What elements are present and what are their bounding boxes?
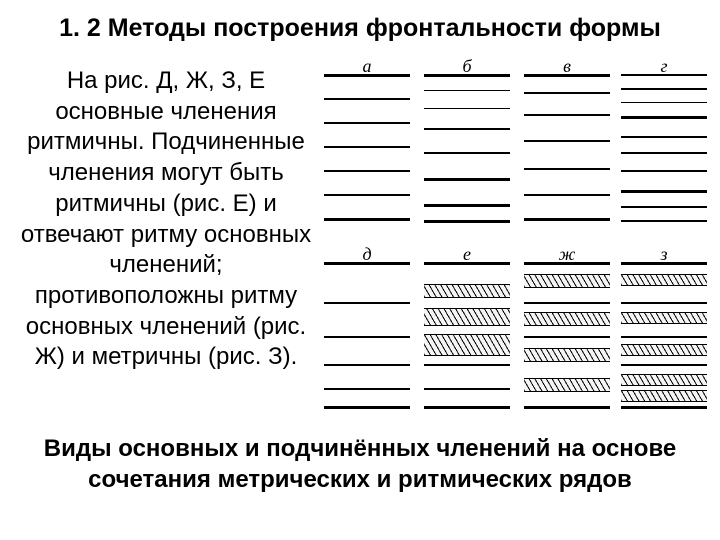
- hatched-band: [621, 344, 707, 356]
- rhythm-line: [324, 170, 410, 172]
- rhythm-line: [424, 220, 510, 223]
- hatched-band: [424, 284, 510, 298]
- rhythm-line: [424, 364, 510, 366]
- rhythm-line: [621, 302, 707, 304]
- rhythm-line: [424, 108, 510, 109]
- hatched-band: [524, 378, 610, 392]
- rhythm-line: [424, 74, 510, 77]
- rhythm-line: [524, 406, 610, 409]
- rhythm-line: [621, 220, 707, 222]
- rhythm-line: [324, 302, 410, 304]
- rhythm-line: [621, 116, 707, 119]
- rhythm-line: [424, 262, 510, 265]
- rhythm-line: [621, 152, 707, 154]
- rhythm-line: [324, 74, 410, 77]
- hatched-band: [424, 308, 510, 326]
- rhythm-line: [621, 336, 707, 338]
- hatched-band: [621, 274, 707, 286]
- diagram-panels: абвгдежз: [300, 56, 710, 436]
- rhythm-line: [524, 140, 610, 142]
- rhythm-line: [324, 194, 410, 196]
- hatched-band: [524, 312, 610, 326]
- rhythm-line: [621, 262, 707, 265]
- rhythm-line: [424, 388, 510, 390]
- bottom-caption: Виды основных и подчинённых членений на …: [0, 434, 720, 495]
- rhythm-line: [324, 336, 410, 338]
- rhythm-line: [524, 302, 610, 304]
- rhythm-line: [621, 136, 707, 138]
- rhythm-line: [524, 168, 610, 170]
- rhythm-line: [524, 74, 610, 77]
- rhythm-line: [524, 336, 610, 338]
- rhythm-line: [621, 88, 707, 90]
- hatched-band: [524, 274, 610, 288]
- rhythm-line: [424, 204, 510, 207]
- rhythm-line: [621, 206, 707, 208]
- rhythm-line: [324, 388, 410, 390]
- hatched-band: [524, 348, 610, 362]
- rhythm-line: [621, 364, 707, 366]
- rhythm-line: [324, 406, 410, 409]
- hatched-band: [621, 390, 707, 402]
- rhythm-line: [621, 406, 707, 409]
- rhythm-line: [524, 194, 610, 196]
- rhythm-line: [621, 170, 707, 172]
- rhythm-line: [324, 218, 410, 221]
- rhythm-line: [524, 218, 610, 221]
- rhythm-line: [324, 98, 410, 100]
- rhythm-line: [424, 406, 510, 409]
- rhythm-line: [424, 178, 510, 181]
- hatched-band: [621, 374, 707, 386]
- rhythm-line: [424, 152, 510, 154]
- rhythm-line: [324, 122, 410, 124]
- rhythm-line: [524, 114, 610, 116]
- page-title: 1. 2 Методы построения фронтальности фор…: [0, 14, 720, 43]
- hatched-band: [621, 312, 707, 324]
- rhythm-line: [524, 92, 610, 94]
- rhythm-line: [621, 102, 707, 103]
- body-paragraph: На рис. Д, Ж, З, Е основные членения рит…: [18, 66, 314, 373]
- rhythm-line: [524, 262, 610, 265]
- rhythm-line: [324, 364, 410, 366]
- rhythm-line: [424, 90, 510, 91]
- rhythm-line: [621, 74, 707, 76]
- rhythm-line: [324, 146, 410, 148]
- hatched-band: [424, 334, 510, 356]
- rhythm-line: [621, 190, 707, 193]
- rhythm-line: [424, 128, 510, 130]
- rhythm-line: [324, 262, 410, 265]
